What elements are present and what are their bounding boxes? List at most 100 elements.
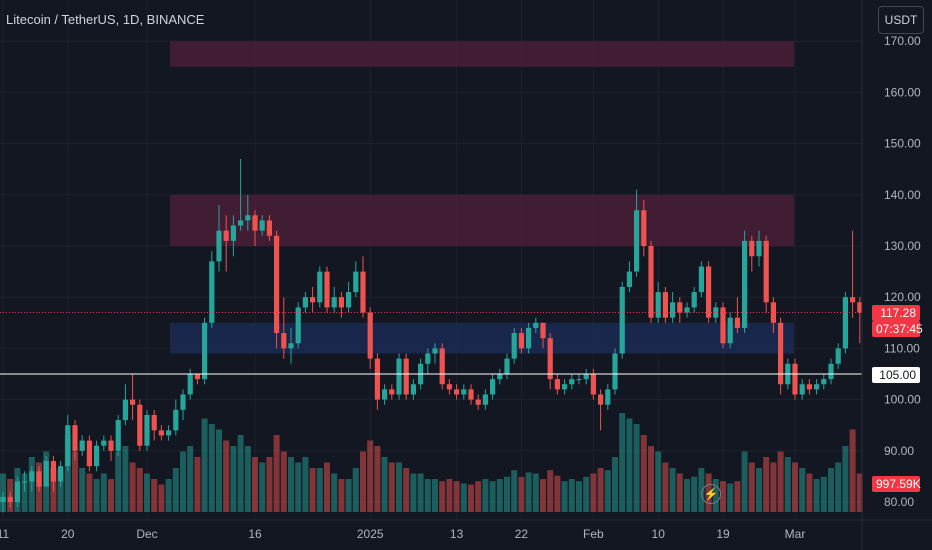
time-label: 11 — [0, 527, 10, 541]
volume-bar — [604, 470, 611, 512]
candle-body — [22, 481, 28, 483]
candle-body — [367, 312, 373, 359]
candle-body — [144, 414, 150, 446]
price-label: 160.00 — [884, 85, 921, 99]
volume-bar — [770, 462, 777, 512]
volume-bar — [460, 483, 467, 512]
candle-body — [14, 481, 20, 502]
candle-body — [655, 292, 661, 318]
candle-body — [576, 379, 582, 381]
candle-body — [461, 389, 467, 395]
candle-body — [727, 317, 733, 344]
volume-bar — [403, 468, 410, 512]
volume-bar — [388, 462, 395, 512]
candle-body — [360, 271, 366, 313]
candle-body — [698, 266, 704, 293]
volume-bar — [489, 481, 496, 512]
candle-body — [353, 271, 359, 293]
volume-bar — [720, 481, 726, 512]
price-label: 170.00 — [884, 34, 921, 48]
candle-body — [108, 440, 114, 451]
volume-bar — [79, 468, 86, 512]
volume-bar — [669, 468, 676, 512]
volume-bar — [856, 473, 863, 512]
supply-zone — [170, 41, 794, 67]
candle-body — [0, 496, 6, 502]
candle-body — [583, 374, 589, 380]
time-label: 2025 — [357, 527, 384, 541]
volume-bar — [777, 451, 784, 512]
candle-body — [187, 374, 193, 395]
volume-bar — [151, 479, 158, 512]
volume-bar — [748, 462, 755, 512]
candle-body — [72, 425, 78, 451]
candle-body — [29, 471, 35, 482]
line-price-tag[interactable]: 105.00 — [872, 367, 920, 383]
lightning-icon[interactable]: ⚡ — [701, 484, 721, 504]
volume-bar — [309, 468, 316, 512]
candle-body — [482, 394, 488, 405]
volume-bar — [158, 484, 165, 512]
candle-body — [799, 384, 805, 395]
volume-bar — [381, 457, 388, 512]
candle-body — [821, 379, 827, 385]
volume-bar — [741, 451, 748, 512]
candle-body — [511, 333, 517, 359]
volume-bar — [655, 451, 662, 512]
volume-bar — [316, 468, 323, 512]
volume-bar — [93, 479, 100, 512]
time-label: 22 — [515, 527, 529, 541]
price-label: 130.00 — [884, 239, 921, 253]
candle-body — [338, 297, 344, 308]
candle-body — [158, 430, 164, 436]
candle-body — [302, 297, 308, 308]
price-label: 150.00 — [884, 137, 921, 151]
volume-bar — [21, 473, 28, 512]
candle-body — [238, 220, 244, 226]
candle-body — [50, 461, 56, 482]
volume-bar — [338, 479, 345, 512]
candle-body — [533, 322, 539, 328]
candle-body — [173, 409, 179, 431]
candle-body — [691, 292, 697, 308]
currency-button[interactable]: USDT — [878, 6, 924, 34]
volume-bar — [302, 457, 309, 512]
candle-body — [677, 302, 683, 313]
candle-body — [425, 353, 431, 364]
zones — [170, 41, 794, 354]
volume-bar — [424, 479, 431, 512]
volume-bar — [244, 446, 251, 512]
candle-body — [842, 297, 848, 349]
candle-body — [130, 399, 136, 405]
volume-bar — [100, 473, 107, 512]
candle-body — [598, 394, 604, 405]
grid — [0, 0, 862, 520]
price-lines — [0, 312, 862, 375]
candle-body — [562, 384, 568, 390]
volume-bar — [820, 476, 827, 512]
candle-body — [749, 240, 755, 257]
candle-body — [324, 271, 330, 308]
volume-bar — [828, 468, 834, 512]
volume-bar — [590, 473, 597, 512]
candle-body — [180, 394, 186, 410]
candle-body — [670, 302, 676, 318]
candle-body — [446, 384, 452, 390]
candle-body — [295, 307, 301, 344]
candle-body — [94, 445, 100, 467]
candle-body — [554, 379, 560, 390]
candle-body — [648, 246, 654, 318]
volume-bar — [619, 413, 626, 512]
volume-bar — [288, 457, 294, 512]
volume-bar — [295, 462, 302, 512]
last-price-tag: 117.28 — [872, 305, 920, 321]
volume-bar — [633, 424, 640, 512]
volume-bar — [201, 418, 208, 512]
chart-title: Litecoin / TetherUS, 1D, BINANCE — [6, 12, 205, 27]
candle-body — [518, 333, 524, 349]
candle-body — [137, 404, 143, 446]
volume-bar — [165, 479, 172, 512]
candle-body — [626, 271, 632, 287]
candle-body — [770, 302, 776, 323]
